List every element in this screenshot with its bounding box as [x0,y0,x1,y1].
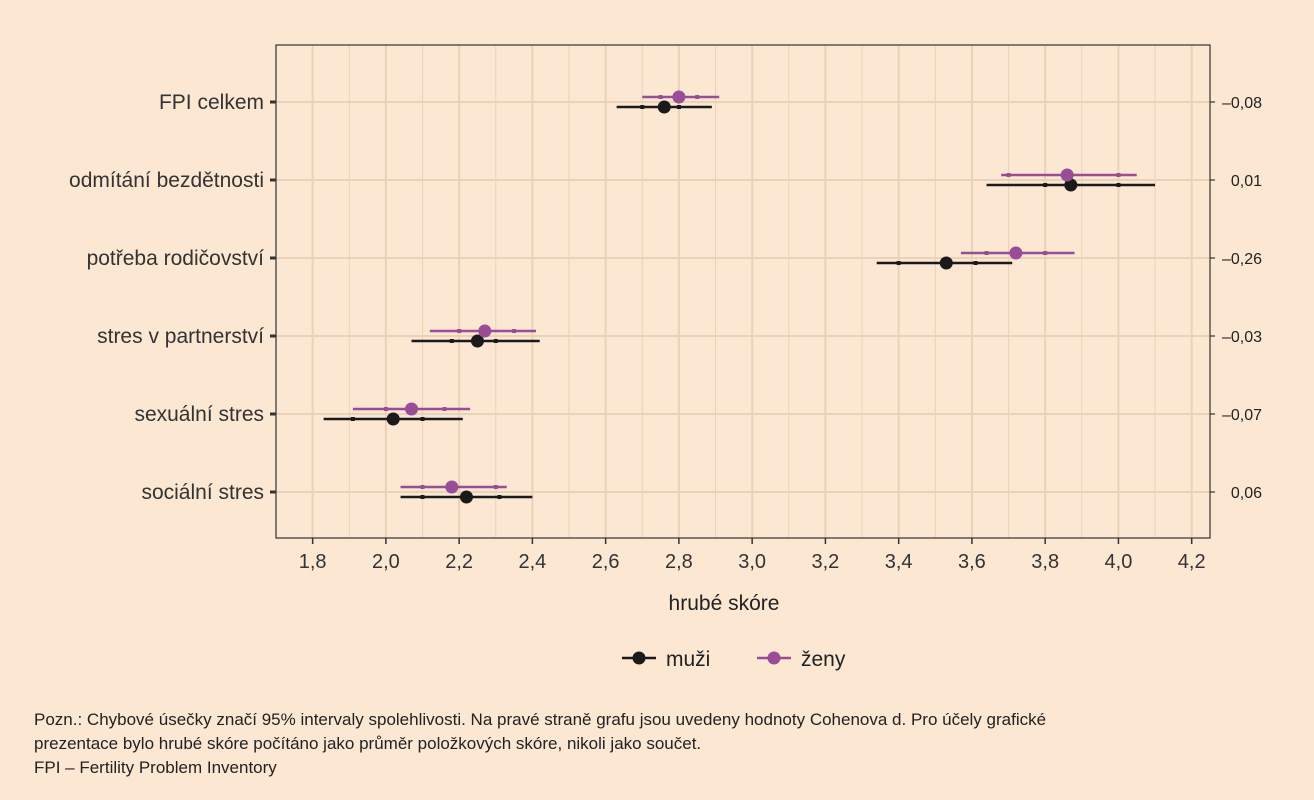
series-ženy [352,90,1137,494]
mean-point [386,412,400,426]
footnote-line-1: Pozn.: Chybové úsečky značí 95% interval… [34,710,1047,729]
cohen-d-label: –0,03 [1222,329,1262,346]
mean-point [459,490,473,504]
legend-swatch-point [767,651,781,665]
mean-point [478,324,492,338]
x-tick-label: 3,4 [885,551,913,573]
category-label: sociální stres [141,481,264,504]
category-label: sexuální stres [134,403,264,426]
cohen-d-label: –0,08 [1222,95,1262,112]
x-tick-label: 3,0 [738,551,766,573]
x-tick-label: 3,2 [812,551,840,573]
legend-label: muži [666,648,710,671]
x-tick-label: 2,2 [445,551,473,573]
footnote: Pozn.: Chybové úsečky značí 95% interval… [34,708,1284,780]
footnote-line-2: prezentace bylo hrubé skóre počítáno jak… [34,734,702,753]
mean-point [1009,246,1023,260]
mean-point [445,480,459,494]
x-tick-label: 1,8 [299,551,327,573]
x-tick-label: 4,0 [1105,551,1133,573]
cohen-d-label: –0,07 [1222,407,1262,424]
panel-border [275,44,1211,539]
series-muži [323,100,1156,504]
cohen-d-label: 0,06 [1231,485,1262,502]
category-label: potřeba rodičovství [87,247,265,270]
x-tick-label: 2,8 [665,551,693,573]
forest-plot: 1,8 2,0 2,2 2,4 2,6 2,8 3,0 3,2 3,4 3,6 3,8 4,0 4,2 F… [69,44,1262,671]
legend-item-muži: muži [622,648,710,671]
x-tick-label: 2,0 [372,551,400,573]
mean-point [470,334,484,348]
legend-label: ženy [801,648,846,671]
legend-item-ženy: ženy [757,648,846,671]
x-tick-label: 4,2 [1178,551,1206,573]
x-axis-label: hrubé skóre [669,592,780,615]
footnote-line-3: FPI – Fertility Problem Inventory [34,758,277,777]
series-marks [323,90,1156,504]
legend-swatch-point [632,651,646,665]
cohen-d-label: –0,26 [1222,251,1262,268]
mean-point [1060,168,1074,182]
mean-point [1064,178,1078,192]
axes: 1,8 2,0 2,2 2,4 2,6 2,8 3,0 3,2 3,4 3,6 3,8 4,0 4,2 F… [69,91,1262,573]
legend: muži ženy [622,648,846,671]
category-label: odmítání bezdětnosti [69,169,264,192]
category-label: FPI celkem [159,91,264,114]
x-tick-label: 2,4 [518,551,546,573]
mean-point [657,100,671,114]
x-tick-label: 3,6 [958,551,986,573]
mean-point [672,90,686,104]
x-tick-label: 3,8 [1031,551,1059,573]
mean-point [405,402,419,416]
grid-lines [275,45,1210,538]
category-label: stres v partnerství [97,325,264,348]
plot-panel [275,44,1211,539]
mean-point [939,256,953,270]
cohen-d-label: 0,01 [1231,173,1262,190]
x-tick-label: 2,6 [592,551,620,573]
